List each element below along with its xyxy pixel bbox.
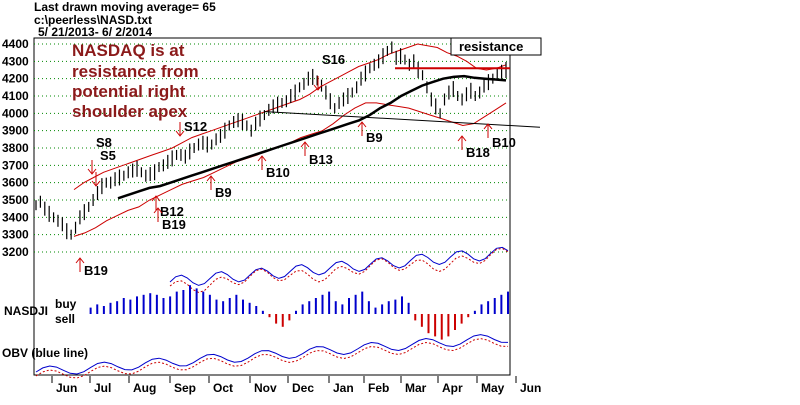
header-line-3: 5/ 21/2013- 6/ 2/2014 (38, 25, 152, 39)
nasdji-panel (89, 285, 509, 340)
y-tick-label: 4400 (2, 37, 29, 51)
signal-label: S12 (184, 119, 207, 134)
price-bars (35, 41, 507, 240)
signal-label: B19 (162, 217, 186, 232)
signal-label: S8 (96, 135, 112, 150)
month-label: Oct (213, 381, 233, 395)
lower-band-line (73, 102, 507, 237)
y-tick-label: 4200 (2, 72, 29, 86)
y-tick-label: 3800 (2, 141, 29, 155)
nasdji-label: NASDJI (4, 304, 48, 318)
signal-marker: B10 (483, 123, 516, 150)
month-label: Jun (520, 381, 541, 395)
month-label: Jul (94, 381, 111, 395)
y-tick-label: 3700 (2, 158, 29, 172)
y-tick-label: 4300 (2, 54, 29, 68)
header-line-1: Last drawn moving average= 65 (34, 0, 216, 14)
y-tick-label: 3900 (2, 124, 29, 138)
signal-arrowhead (206, 175, 216, 182)
month-label: May (481, 381, 505, 395)
signal-arrowhead (153, 207, 163, 214)
month-label: Dec (292, 381, 314, 395)
obv-ma-line (35, 338, 509, 379)
month-label: Aug (133, 381, 156, 395)
annotation-line-2: resistance from (72, 62, 199, 81)
signal-marker: B19 (153, 207, 186, 232)
signal-marker: B12 (151, 195, 184, 219)
signal-marker: S16 (313, 52, 345, 91)
annotation-line-3: potential right (72, 82, 186, 101)
obv-panel (35, 246, 509, 379)
signal-label: B12 (160, 204, 184, 219)
signal-arrowhead (257, 155, 267, 162)
y-tick-label: 3400 (2, 210, 29, 224)
signal-arrowhead (457, 135, 467, 142)
signal-label: B13 (309, 152, 333, 167)
resistance-label: resistance (459, 39, 523, 54)
signal-arrowhead (300, 141, 310, 148)
signal-marker: B19 (75, 257, 108, 278)
signal-marker: B9 (357, 121, 383, 145)
y-tick-label: 3600 (2, 176, 29, 190)
buy-label: buy (55, 297, 77, 311)
signal-arrowhead (91, 180, 101, 187)
signal-label: S5 (100, 148, 116, 163)
signal-label: B9 (215, 185, 232, 200)
neckline (264, 111, 541, 128)
signal-arrowhead (87, 168, 97, 175)
y-tick-label: 4100 (2, 89, 29, 103)
obv-line (35, 334, 509, 375)
signal-marker: B13 (300, 141, 333, 167)
signal-label: S16 (322, 52, 345, 67)
signal-label: B18 (466, 145, 490, 160)
moving-average (117, 74, 507, 200)
signal-marker: S5 (91, 148, 116, 187)
sell-label: sell (55, 312, 75, 326)
signal-arrowhead (483, 123, 493, 130)
y-tick-label: 4000 (2, 106, 29, 120)
month-label: Nov (254, 381, 277, 395)
signal-arrowhead (175, 130, 185, 137)
annotation-line-4: shoulder apex (72, 102, 188, 121)
month-label: Sep (174, 381, 196, 395)
month-label: Apr (442, 381, 463, 395)
signal-arrowhead (357, 121, 367, 128)
header-line-2: c:\peerless\NASD.txt (34, 13, 152, 27)
signal-arrowhead (313, 84, 323, 91)
price-grid (34, 43, 510, 253)
indicator-line-blue (169, 246, 509, 286)
indicator-line-red (169, 247, 509, 293)
signal-label: B19 (84, 263, 108, 278)
signal-label: B10 (492, 135, 516, 150)
y-tick-label: 3500 (2, 193, 29, 207)
signal-marker: B9 (206, 175, 232, 200)
signal-marker: S12 (175, 119, 207, 137)
month-label: Jan (333, 381, 354, 395)
signal-marker: S8 (87, 135, 112, 175)
upper-band-line (73, 43, 507, 191)
month-label: Jun (56, 381, 77, 395)
signal-label: B9 (366, 130, 383, 145)
month-label: Feb (368, 381, 389, 395)
signal-label: B10 (266, 165, 290, 180)
y-tick-label: 3300 (2, 228, 29, 242)
signal-arrowhead (151, 195, 161, 202)
annotation-line-1: NASDAQ is at (72, 41, 185, 60)
signal-marker: B18 (457, 135, 490, 160)
plot-frame (33, 37, 511, 376)
y-tick-label: 3200 (2, 245, 29, 259)
month-axis: Jun Jul Aug Sep Oct Nov Dec Jan Feb Mar Apr May Jun (51, 376, 541, 395)
y-axis-ticks: 4400 4300 4200 4100 4000 3900 3800 3700 3600 3500… (2, 37, 29, 259)
month-label: Mar (405, 381, 427, 395)
ma65-line (117, 74, 507, 200)
resistance-label-box (450, 37, 542, 56)
signal-marker: B10 (257, 155, 290, 180)
obv-label: OBV (blue line) (2, 346, 88, 360)
signal-arrowhead (75, 257, 85, 264)
trend-lines (264, 67, 541, 128)
